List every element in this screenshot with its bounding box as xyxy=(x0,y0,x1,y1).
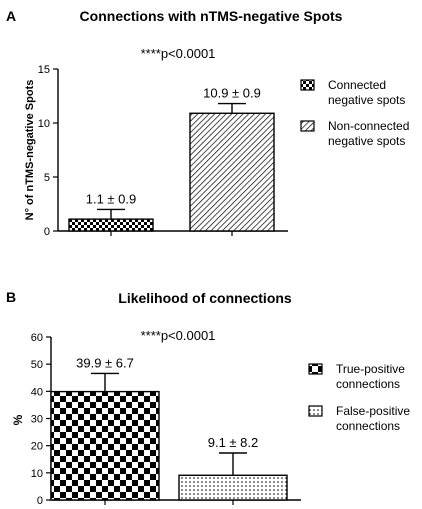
legend-label: Connected negative spots xyxy=(328,78,405,107)
y-tick-label: 20 xyxy=(31,441,43,453)
y-tick-label: 50 xyxy=(31,359,43,371)
bar xyxy=(50,390,160,501)
data-label: 1.1 ± 0.9 xyxy=(86,191,137,206)
y-tick-label: 30 xyxy=(31,414,43,426)
legend-swatch xyxy=(308,405,323,417)
bar xyxy=(68,218,154,232)
panel-label: B xyxy=(6,289,16,305)
y-tick-label: 60 xyxy=(31,332,43,344)
panel-label: A xyxy=(6,8,16,24)
bar xyxy=(189,112,275,232)
bar xyxy=(178,474,288,501)
y-tick-label: 0 xyxy=(44,226,50,238)
legend-swatch xyxy=(300,79,315,91)
legend-label: Non-connected negative spots xyxy=(328,119,409,148)
legend-swatch xyxy=(308,363,323,375)
y-tick-label: 5 xyxy=(44,172,50,184)
y-axis-label: % xyxy=(11,414,25,425)
chart-title: Connections with nTMS-negative Spots xyxy=(80,8,343,24)
plot-area: 0 10 20 30 40 50 60 39.9 ± 6.7 9.1 ± 8.2 xyxy=(31,332,301,507)
y-tick-label: 40 xyxy=(31,386,43,398)
y-tick-label: 15 xyxy=(38,64,50,76)
legend-swatch xyxy=(300,120,315,132)
y-tick-label: 10 xyxy=(38,118,50,130)
legend-label: True-positive connections xyxy=(336,362,405,391)
significance-label: ****p<0.0001 xyxy=(141,328,216,343)
legend: Connected negative spots Non-connected nega… xyxy=(300,78,409,148)
data-label: 9.1 ± 8.2 xyxy=(208,435,259,450)
significance-label: ****p<0.0001 xyxy=(141,46,216,61)
y-tick-label: 0 xyxy=(37,495,43,507)
data-label: 10.9 ± 0.9 xyxy=(203,86,261,101)
plot-area: 0 5 10 15 1.1 ± 0.9 10.9 ± 0.9 xyxy=(38,64,288,238)
panel-a: A Connections with nTMS-negative Spots *… xyxy=(6,8,409,238)
data-label: 39.9 ± 6.7 xyxy=(76,355,134,370)
y-tick-label: 10 xyxy=(31,468,43,480)
legend-label: False-positive connections xyxy=(336,404,410,433)
panel-b: B Likelihood of connections ****p<0.0001… xyxy=(6,289,410,507)
y-axis-label: N° of nTMS-negative Spots xyxy=(24,80,36,221)
legend: True-positive connections False-positive co… xyxy=(308,362,410,433)
chart-title: Likelihood of connections xyxy=(118,290,292,306)
